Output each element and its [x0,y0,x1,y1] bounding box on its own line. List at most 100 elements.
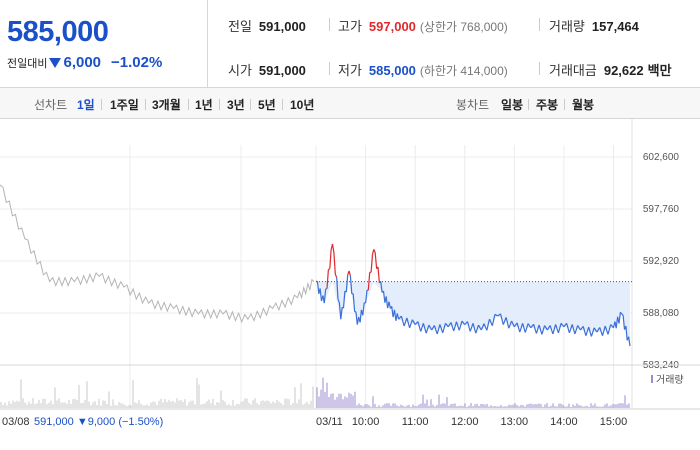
x-tick-label: 03/08 [2,416,30,428]
price-line-segment [458,320,463,331]
stat-trade-value: 거래대금 92,622 백만 [549,60,672,79]
stat-volume: 거래량 157,464 [549,16,639,35]
down-arrow-icon [49,57,62,68]
footer-change: 9,000 [88,416,119,428]
price-line-segment [488,318,493,326]
price-line-segment [380,281,383,293]
price-line-segment [377,266,380,284]
price-line-segment [579,325,584,331]
price-line-segment [486,318,491,331]
price-line-segment [622,315,626,330]
stat-unit: 백만 [647,63,672,78]
stat-label: 시가 [228,63,252,78]
footer-rate: (−1.50%) [118,416,163,428]
price-summary: 585,000 전일대비 6,000 −1.02% [0,0,208,88]
divider [329,62,330,75]
price-line-segment [527,323,532,329]
change-rate: −1.02% [111,54,163,71]
price-line-segment [422,323,427,334]
price-line-segment [337,298,340,303]
price-line-segment [345,274,349,293]
divider [145,99,146,110]
price-line-segment [472,323,477,334]
divider [528,99,529,110]
price-line-segment [453,321,458,332]
price-line-segment [585,326,590,336]
stat-value: 591,000 [258,63,306,78]
stat-low: 저가 585,000 (하한가 414,000) [338,60,508,79]
price-line-segment [439,324,444,333]
price-line-segment [342,291,346,309]
divider [539,62,540,75]
price-line-segment [425,324,430,334]
price-line-segment [329,249,332,269]
price-line-segment [533,324,537,334]
price-line-segment [513,322,518,328]
divider [101,99,102,110]
line-chart-label: 선차트 [34,98,68,112]
price-line-segment [433,325,438,335]
price-line-segment [628,336,631,347]
tab-10y[interactable]: 10년 [290,98,315,112]
price-line-segment [524,323,529,333]
price-line-segment [319,288,323,302]
divider [329,18,330,31]
stat-label: 저가 [338,63,362,78]
price-line-segment [325,287,328,290]
tab-1y[interactable]: 1년 [195,98,213,112]
price-line-segment [604,325,609,335]
price-line-segment [588,326,592,337]
tab-weekly-candle[interactable]: 주봉 [536,98,559,112]
tab-monthly-candle[interactable]: 월봉 [572,98,595,112]
footer-info: 591,000 ▼9,000 (−1.50%) [34,416,163,428]
stat-high: 고가 597,000 (상한가 768,000) [338,16,508,35]
price-line-segment [442,323,447,333]
tab-5y[interactable]: 5년 [258,98,276,112]
stat-label: 고가 [338,19,362,34]
stat-value: 92,622 [603,63,644,78]
price-line-segment [557,323,562,333]
price-line-segment [619,311,623,315]
stat-value: 591,000 [258,19,306,34]
price-line-segment [447,322,452,328]
price-line-segment [491,314,496,326]
price-line-segment [615,316,619,329]
upper-limit: (상한가 768,000) [419,20,508,34]
y-tick-label: 588,080 [643,308,680,319]
price-line-segment [340,307,343,320]
tab-3m[interactable]: 3개월 [152,98,181,112]
tab-daily-candle[interactable]: 일봉 [501,98,524,112]
price-line-segment [469,323,474,332]
stat-label: 거래대금 [549,63,597,78]
price-line-segment [461,320,466,325]
y-tick-label: 592,920 [643,256,680,267]
tab-3y[interactable]: 3년 [227,98,245,112]
price-line-segment [566,323,570,333]
divider [219,99,220,110]
price-line-segment [607,324,612,335]
price-line-segment [538,324,543,335]
price-line-segment [348,270,351,276]
stat-value: 157,464 [591,19,639,34]
price-line-segment [367,272,371,291]
tab-1w[interactable]: 1주일 [110,98,139,112]
price-line-segment [428,324,433,331]
price-line-segment [571,324,576,335]
price-line-segment [568,324,573,333]
price-line-segment [522,323,526,333]
stat-label: 전일 [228,19,252,34]
divider [188,99,189,110]
footer-down-icon: ▼ [77,416,88,428]
x-tick-label: 11:00 [402,416,429,428]
footer-price: 591,000 [34,416,77,428]
price-line-segment [316,281,320,294]
tab-1d[interactable]: 1일 [77,98,95,112]
price-line-segment [328,268,331,271]
price-line-segment [385,296,389,309]
quote-header: 585,000 전일대비 6,000 −1.02% 전일 591,000 고가 … [0,0,700,88]
change-label: 전일대비 [7,57,48,70]
x-tick-label: 15:00 [600,416,628,428]
price-line-segment [331,243,335,253]
volume-legend-swatch [651,375,653,383]
price-line-segment [494,313,499,317]
